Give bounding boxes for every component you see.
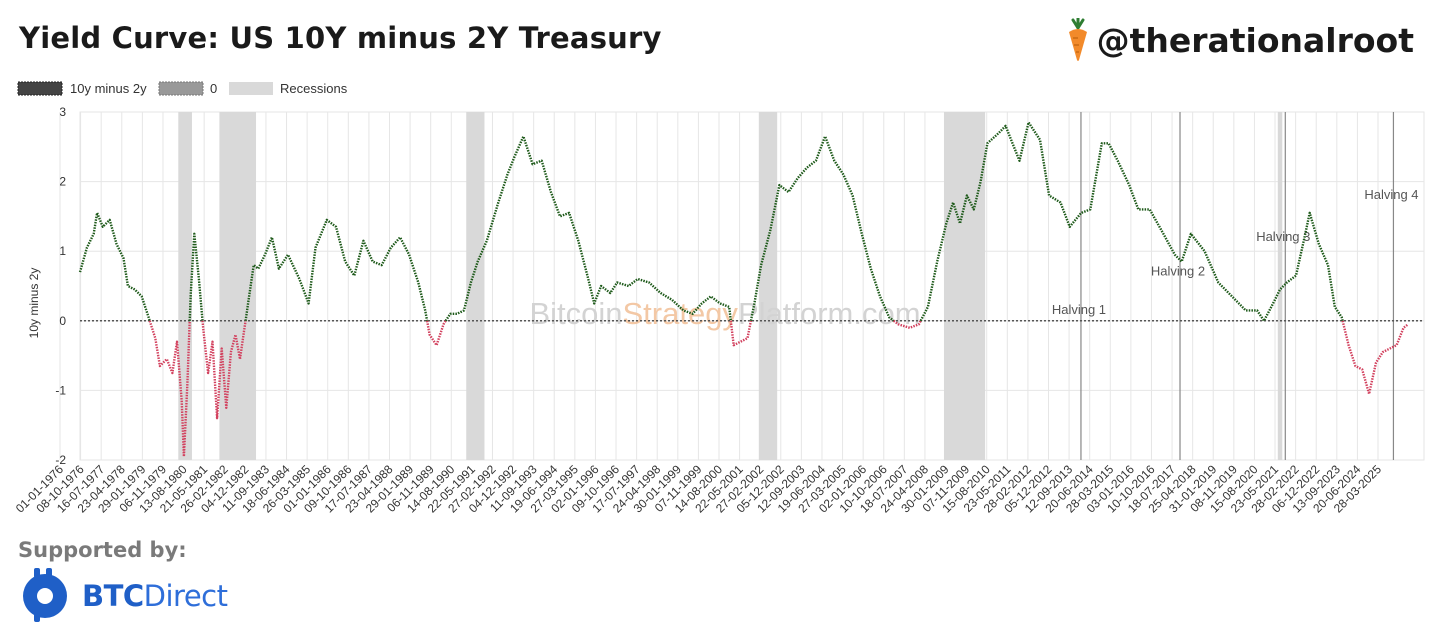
y-tick-labels: -2 -1 0 1 2 3 <box>55 105 66 467</box>
halving-label-4: Halving 4 <box>1364 187 1418 202</box>
series-segment-pos-0 <box>78 211 151 322</box>
series-segment-neg-11 <box>1341 320 1409 396</box>
series-segment-neg-1 <box>148 320 191 458</box>
y-tick-label-5: 3 <box>59 105 66 119</box>
series-segment-neg-3 <box>201 320 247 420</box>
series-segment-neg-9 <box>892 319 922 329</box>
sponsor-name: BTCDirect <box>82 579 228 613</box>
y-tick-label-2: 0 <box>59 314 66 328</box>
y-tick-label-1: -1 <box>55 383 66 397</box>
series-segment-pos-4 <box>244 218 429 322</box>
series-segment-pos-8 <box>749 135 895 322</box>
author-handle[interactable]: @therationalroot <box>1065 18 1414 62</box>
yield-curve-chart: 10y minus 2y 0 Recessions 10y minus 2y B… <box>13 81 1425 516</box>
y-tick-label-4: 2 <box>59 175 66 189</box>
series-segment-neg-7 <box>729 320 753 347</box>
halving-annotations: Halving 1 Halving 2 Halving 3 Halving 4 <box>1052 112 1419 460</box>
sponsor-logo[interactable]: BTCDirect <box>20 568 228 624</box>
y-axis-title: 10y minus 2y <box>27 268 41 339</box>
legend-label-recessions: Recessions <box>280 81 348 96</box>
legend-item-series[interactable]: 10y minus 2y <box>17 81 147 96</box>
supported-by-label: Supported by: <box>18 538 187 562</box>
series-segment-pos-10 <box>919 121 1344 322</box>
series-segment-pos-6 <box>444 135 732 322</box>
halving-label-2: Halving 2 <box>1151 264 1205 279</box>
handle-text: @therationalroot <box>1096 20 1414 60</box>
halving-label-1: Halving 1 <box>1052 302 1106 317</box>
y-tick-label-3: 1 <box>59 244 66 258</box>
chart-legend[interactable]: 10y minus 2y 0 Recessions <box>17 81 348 96</box>
series-segment-pos-2 <box>188 232 204 321</box>
watermark: BitcoinStrategyPlatform.com <box>529 296 920 331</box>
recession-band-2 <box>466 112 485 460</box>
legend-item-zero[interactable]: 0 <box>158 81 217 96</box>
legend-label-zero: 0 <box>210 81 217 96</box>
y-tick-label-0: -2 <box>55 453 66 467</box>
recession-band-3 <box>758 112 778 460</box>
series-segment-neg-5 <box>425 320 447 347</box>
halving-label-3: Halving 3 <box>1256 229 1310 244</box>
carrot-icon <box>1068 18 1087 61</box>
page-title: Yield Curve: US 10Y minus 2Y Treasury <box>19 21 662 55</box>
btc-direct-icon <box>23 568 67 622</box>
recession-bands <box>178 112 1283 460</box>
legend-item-recessions[interactable]: Recessions <box>229 81 348 96</box>
grid-lines <box>59 111 1425 461</box>
recession-band-5 <box>1277 112 1283 460</box>
series-10y-minus-2y <box>78 121 1409 458</box>
recession-band-4 <box>943 112 986 460</box>
recession-band-0 <box>178 112 192 460</box>
x-tick-labels: 01-01-197608-10-197616-07-197723-04-1978… <box>13 462 1385 516</box>
legend-label-series: 10y minus 2y <box>70 81 147 96</box>
